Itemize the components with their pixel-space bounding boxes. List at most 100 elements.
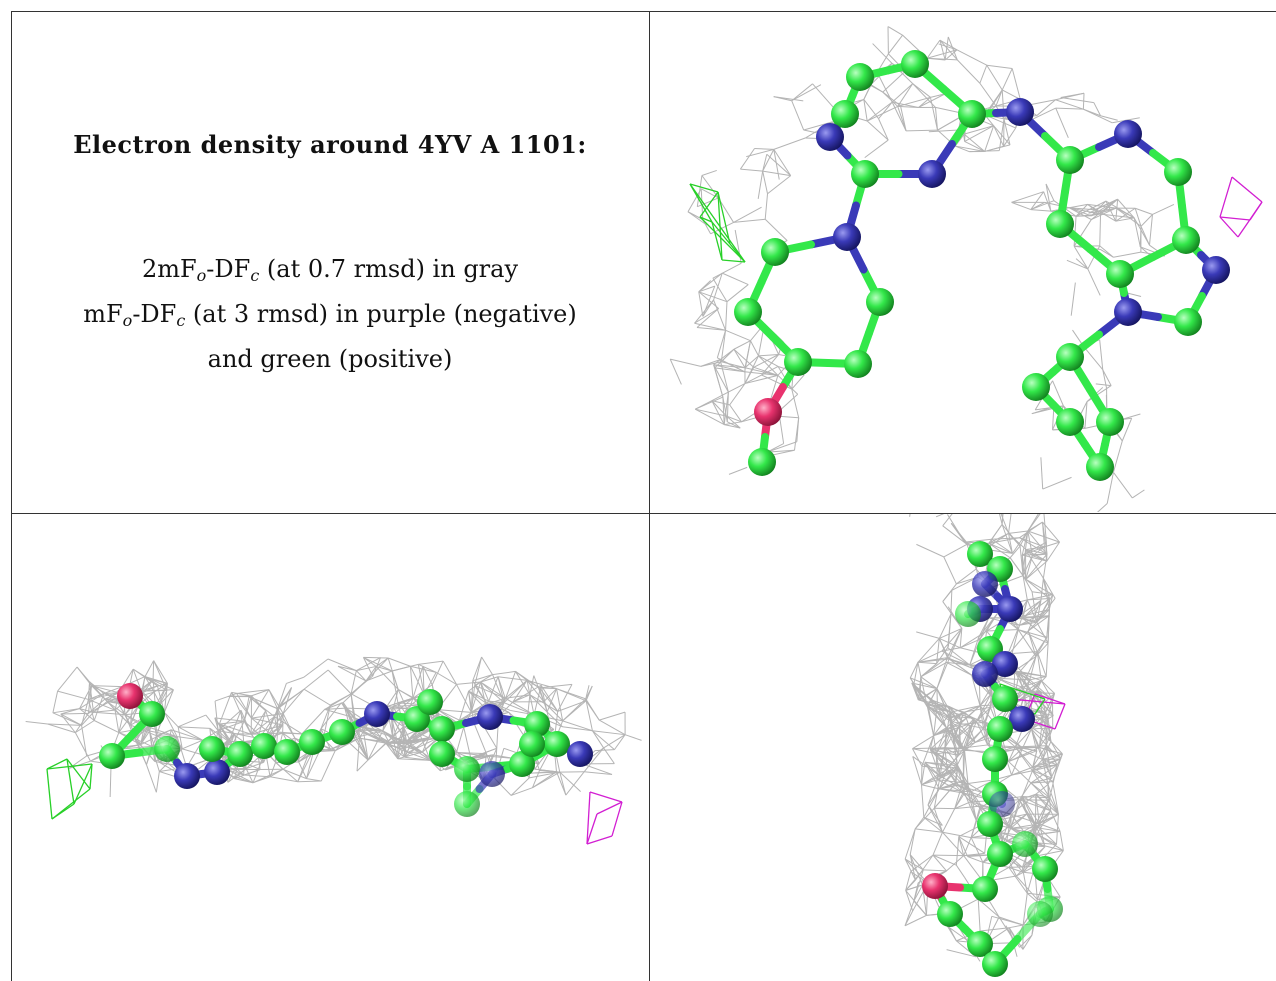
carbon-atom	[967, 931, 993, 957]
nitrogen-atom	[204, 759, 230, 785]
carbon-atom	[1056, 146, 1084, 174]
carbon-atom	[1096, 408, 1124, 436]
nitrogen-atom	[989, 791, 1015, 817]
carbon-atom	[519, 731, 545, 757]
ligand-model	[734, 50, 1230, 481]
carbon-atom	[972, 876, 998, 902]
carbon-atom	[1012, 831, 1038, 857]
density-mesh-positive	[46, 758, 93, 820]
carbon-atom	[846, 63, 874, 91]
molecule-end-svg	[904, 514, 1066, 977]
carbon-atom	[454, 756, 480, 782]
carbon-atom	[1046, 210, 1074, 238]
oxygen-atom	[754, 398, 782, 426]
carbon-atom	[1164, 158, 1192, 186]
nitrogen-atom	[972, 571, 998, 597]
carbon-atom	[784, 348, 812, 376]
table-border-top	[11, 11, 1276, 12]
carbon-atom	[734, 298, 762, 326]
nitrogen-atom	[477, 704, 503, 730]
description-panel: Electron density around 4YV A 1101: 2mFo…	[12, 12, 648, 512]
oxygen-atom	[922, 873, 948, 899]
carbon-atom	[429, 716, 455, 742]
nitrogen-atom	[972, 661, 998, 687]
carbon-atom	[154, 736, 180, 762]
carbon-atom	[1032, 856, 1058, 882]
carbon-atom	[866, 288, 894, 316]
nitrogen-atom	[1114, 298, 1142, 326]
nitrogen-atom	[1114, 120, 1142, 148]
carbon-atom	[1022, 373, 1050, 401]
carbon-atom	[987, 716, 1013, 742]
nitrogen-atom	[364, 701, 390, 727]
carbon-atom	[1086, 453, 1114, 481]
nitrogen-atom	[1006, 98, 1034, 126]
carbon-atom	[844, 350, 872, 378]
nitrogen-atom	[918, 160, 946, 188]
carbon-atom	[955, 601, 981, 627]
table-border-left	[11, 11, 12, 981]
table-divider-vertical	[649, 11, 650, 981]
nitrogen-atom	[1009, 706, 1035, 732]
carbon-atom	[329, 719, 355, 745]
carbon-atom	[831, 100, 859, 128]
carbon-atom	[1106, 260, 1134, 288]
molecule-view-end	[650, 514, 1276, 981]
carbon-atom	[429, 741, 455, 767]
legend-line-positive: and green (positive)	[207, 345, 453, 373]
ligand-model	[922, 541, 1063, 977]
table-divider-horizontal	[11, 513, 1276, 514]
carbon-atom	[417, 689, 443, 715]
panel-title: Electron density around 4YV A 1101:	[73, 130, 587, 159]
carbon-atom	[977, 811, 1003, 837]
nitrogen-atom	[1202, 256, 1230, 284]
carbon-atom	[1027, 901, 1053, 927]
oxygen-atom	[117, 683, 143, 709]
nitrogen-atom	[816, 123, 844, 151]
carbon-atom	[851, 160, 879, 188]
carbon-atom	[251, 733, 277, 759]
carbon-atom	[967, 541, 993, 567]
carbon-atom	[987, 841, 1013, 867]
carbon-atom	[454, 791, 480, 817]
density-mesh-negative	[1219, 176, 1263, 238]
density-mesh-gray	[669, 26, 1175, 512]
molecule-front-svg	[669, 26, 1263, 512]
ligand-model	[99, 683, 593, 817]
carbon-atom	[1172, 226, 1200, 254]
density-legend: 2mFo-DFc (at 0.7 rmsd) in gray mFo-DFc (…	[12, 250, 648, 378]
carbon-atom	[937, 901, 963, 927]
molecule-view-front	[650, 12, 1276, 512]
legend-line-2mfo-dfc: 2mFo-DFc (at 0.7 rmsd) in gray	[141, 255, 519, 285]
carbon-atom	[524, 711, 550, 737]
carbon-atom	[299, 729, 325, 755]
carbon-atom	[982, 746, 1008, 772]
carbon-atom	[748, 448, 776, 476]
carbon-atom	[199, 736, 225, 762]
density-mesh-negative	[586, 791, 623, 845]
molecule-view-side	[12, 514, 648, 981]
carbon-atom	[1056, 408, 1084, 436]
nitrogen-atom	[992, 651, 1018, 677]
carbon-atom	[761, 238, 789, 266]
carbon-atom	[1056, 343, 1084, 371]
carbon-atom	[958, 100, 986, 128]
molecule-side-svg	[25, 656, 642, 845]
carbon-atom	[544, 731, 570, 757]
carbon-atom	[99, 743, 125, 769]
nitrogen-atom	[997, 596, 1023, 622]
density-mesh-positive	[689, 183, 746, 263]
carbon-atom	[227, 741, 253, 767]
nitrogen-atom	[174, 763, 200, 789]
carbon-atom	[982, 951, 1008, 977]
carbon-atom	[992, 686, 1018, 712]
carbon-atom	[901, 50, 929, 78]
carbon-atom	[139, 701, 165, 727]
carbon-atom	[274, 739, 300, 765]
legend-line-mfo-dfc: mFo-DFc (at 3 rmsd) in purple (negative)	[83, 300, 577, 330]
carbon-atom	[509, 751, 535, 777]
nitrogen-atom	[479, 761, 505, 787]
nitrogen-atom	[567, 741, 593, 767]
carbon-atom	[1174, 308, 1202, 336]
nitrogen-atom	[833, 223, 861, 251]
